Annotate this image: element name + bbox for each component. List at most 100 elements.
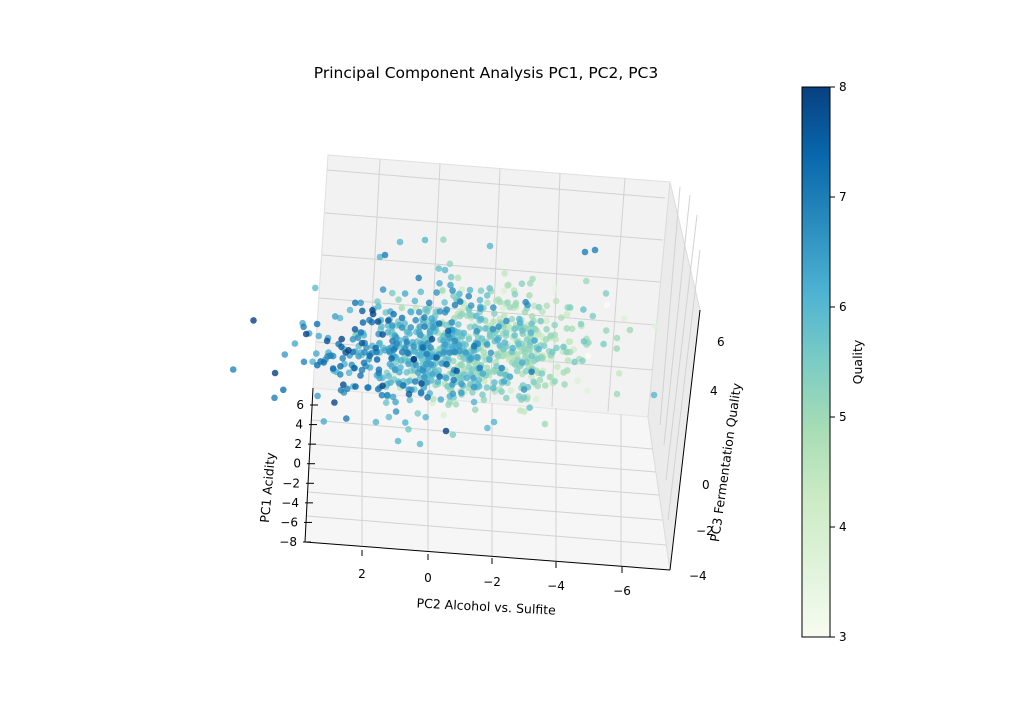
scatter-point <box>537 317 544 325</box>
scatter-point <box>359 307 366 315</box>
scatter-point <box>476 296 484 304</box>
scatter-point <box>449 287 456 294</box>
scatter-point <box>459 304 467 312</box>
scatter-point <box>402 419 409 426</box>
scatter-point <box>358 366 366 374</box>
scatter-point <box>426 328 434 336</box>
scatter-point <box>513 367 521 375</box>
scatter-point <box>490 318 497 326</box>
scatter-points <box>229 236 659 448</box>
scatter-point <box>421 314 428 321</box>
scatter-point <box>424 394 431 401</box>
scatter-point <box>354 334 362 342</box>
scatter-point <box>414 410 422 417</box>
scatter-point <box>542 336 550 343</box>
scatter-point <box>450 292 457 300</box>
scatter-point <box>538 370 546 377</box>
scatter-point <box>465 335 473 343</box>
scatter-point <box>651 322 659 330</box>
scatter-point <box>410 355 418 363</box>
scatter-point <box>396 238 404 246</box>
scatter-point <box>412 316 420 324</box>
scatter-point <box>506 373 514 381</box>
scatter-point <box>405 360 412 368</box>
scatter-point <box>387 379 394 386</box>
scatter-point <box>530 378 537 386</box>
scatter-point <box>483 384 491 391</box>
scatter-point <box>552 297 560 305</box>
scatter-point <box>337 363 344 370</box>
scatter-point <box>498 388 505 396</box>
scatter-point <box>447 281 454 289</box>
scatter-point <box>390 310 397 318</box>
scatter-point <box>376 253 384 261</box>
scatter-point <box>521 345 528 353</box>
scatter-point <box>496 342 504 349</box>
scatter-point <box>564 357 572 364</box>
grid-line-15 <box>310 419 654 450</box>
scatter-point <box>480 396 488 404</box>
grid-line-17 <box>308 467 660 496</box>
scatter-point <box>543 317 550 325</box>
z-tick-label: 6 <box>717 335 725 349</box>
scatter-point <box>503 317 510 325</box>
scatter-point <box>398 324 406 331</box>
scatter-point <box>434 378 442 386</box>
scatter-point <box>381 251 389 259</box>
scatter-point <box>345 369 353 377</box>
scatter-point <box>467 302 475 309</box>
scatter-point <box>522 353 529 361</box>
scatter-point <box>386 360 394 368</box>
pc1-axis-line <box>304 387 314 543</box>
scatter-point <box>489 343 496 351</box>
scatter-point <box>456 312 464 320</box>
scatter-point <box>436 373 443 380</box>
scatter-point <box>455 341 463 349</box>
scatter-point <box>406 330 413 337</box>
scatter-point <box>554 370 561 378</box>
grid-line-22 <box>665 214 698 481</box>
scatter-point <box>442 374 450 382</box>
scatter-point <box>392 398 399 406</box>
scatter-point <box>339 355 347 362</box>
scatter-point <box>535 303 543 311</box>
scatter-point <box>491 310 498 317</box>
scatter-point <box>389 337 396 345</box>
y-tick-label: 6 <box>296 398 304 412</box>
y-tick-label: 4 <box>295 418 303 432</box>
scatter-point <box>507 387 515 394</box>
scatter-point <box>449 390 457 398</box>
scatter-point <box>382 399 390 407</box>
floor-pane <box>304 387 671 571</box>
scatter-point <box>403 338 411 346</box>
scatter-point <box>446 398 454 406</box>
scatter-point <box>422 306 429 313</box>
x-tick-label: 2 <box>358 567 366 581</box>
scatter-point <box>351 299 359 307</box>
scatter-point <box>650 391 658 399</box>
scatter-point <box>551 285 559 292</box>
scatter-point <box>482 325 489 332</box>
scatter-point <box>427 344 434 351</box>
scatter-point <box>390 346 398 354</box>
scatter-point <box>478 335 486 342</box>
scatter-point <box>490 304 497 311</box>
scatter-point <box>500 287 508 295</box>
scatter-point <box>536 376 544 384</box>
scatter-point <box>351 364 358 372</box>
scatter-point <box>613 390 621 398</box>
scatter-point <box>385 372 393 380</box>
y-tick-label: −4 <box>281 496 299 510</box>
grid-line-16 <box>309 443 657 473</box>
scatter-point <box>415 308 423 316</box>
scatter-point <box>407 324 415 331</box>
z-tick-label: −2 <box>696 524 714 538</box>
scatter-point <box>458 361 466 369</box>
scatter-point <box>486 242 494 250</box>
z-tick-label: 0 <box>702 478 710 492</box>
scatter-point <box>487 349 495 357</box>
scatter-point <box>394 437 402 445</box>
scatter-point <box>500 378 508 385</box>
scatter-point <box>566 304 574 311</box>
scatter-point <box>466 286 474 294</box>
